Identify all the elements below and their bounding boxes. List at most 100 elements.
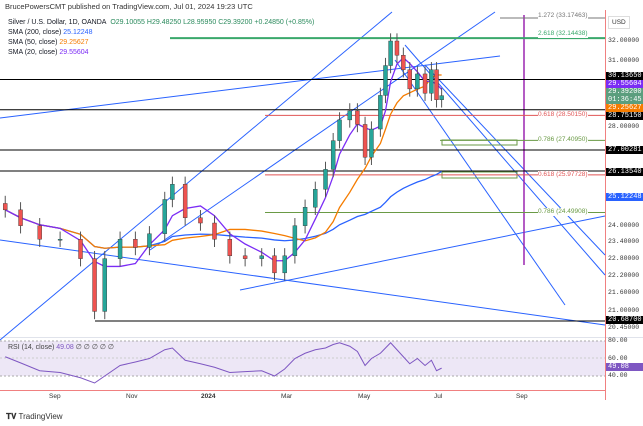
candle: [182, 184, 188, 218]
price-tag: 29.25627: [606, 104, 643, 112]
price-tag: 29.55604: [606, 80, 643, 88]
candle: [422, 73, 428, 94]
brand-name: TradingView: [18, 412, 63, 421]
sma50-line: [4, 74, 442, 249]
time-tick: Nov: [126, 393, 138, 400]
fib-label: 0.786 (24.49908): [538, 208, 588, 217]
ohlc-low: L28.95950: [183, 19, 217, 26]
price-tag-value: 25.12248: [608, 193, 642, 201]
price-tag-value: 27.00281: [608, 146, 642, 154]
falling-line-c[interactable]: [424, 64, 606, 256]
price-tag-value: 29.39200: [608, 88, 642, 96]
candle: [383, 65, 388, 96]
candle: [198, 217, 203, 224]
price-tag-value: 29.55604: [608, 80, 642, 88]
time-tick: Sep: [516, 393, 528, 400]
price-tick: 32.00000: [608, 37, 640, 44]
price-tag-value: 29.25627: [608, 104, 642, 112]
candle: [117, 239, 123, 259]
rsi-legend[interactable]: RSI (14, close) 49.08 ∅ ∅ ∅ ∅ ∅: [8, 343, 114, 351]
rsi-value: 49.08: [56, 344, 74, 351]
candle: [362, 124, 368, 158]
ohlc-close: C29.39200: [218, 19, 253, 26]
candle: [434, 69, 439, 100]
sma20-legend[interactable]: SMA (20, close) 29.55604: [8, 48, 314, 58]
candle: [415, 73, 420, 90]
candle: [170, 184, 175, 200]
sma200-legend[interactable]: SMA (200, close) 25.12248: [8, 28, 314, 38]
currency-selector[interactable]: USD: [608, 16, 630, 29]
rsi-tick: 40.00: [608, 372, 628, 379]
candle: [355, 110, 360, 125]
candle: [369, 128, 374, 158]
price-tag-value: 20.68700: [608, 316, 642, 324]
candle: [439, 95, 444, 100]
rising-line-long[interactable]: [0, 55, 501, 119]
candle: [378, 95, 383, 130]
price-tick: 21.60000: [608, 289, 640, 297]
symbol-row[interactable]: Silver / U.S. Dollar, 1D, OANDA O29.1005…: [8, 18, 314, 28]
sma50-value: 29.25627: [59, 39, 89, 46]
time-tick: 2024: [201, 393, 216, 400]
sma50-legend[interactable]: SMA (50, close) 29.25627: [8, 38, 314, 48]
falling-line-a[interactable]: [394, 59, 566, 306]
rsi-tick: 60.00: [608, 354, 628, 362]
price-tag: 49.08: [606, 363, 643, 371]
rising-support-line[interactable]: [239, 215, 606, 291]
sma50-label: SMA (50, close): [8, 39, 58, 46]
ohlc-open: O29.10055: [110, 19, 145, 26]
price-tick: 22.20000: [608, 271, 640, 279]
candle: [401, 54, 406, 70]
candle: [162, 199, 167, 234]
ohlc-high: H29.48250: [146, 19, 182, 26]
candle: [337, 119, 342, 141]
price-tick: 24.00000: [608, 221, 640, 229]
price-tag-value: 26.13540: [608, 168, 642, 176]
price-tag: 28.75150: [606, 112, 643, 120]
time-tick: Jul: [434, 393, 443, 400]
candle: [227, 239, 233, 257]
candle: [394, 40, 400, 56]
candle: [302, 207, 308, 226]
fib-label: 0.618 (28.50150): [538, 111, 588, 120]
sma200-label: SMA (200, close): [8, 29, 62, 36]
price-tick: 28.00000: [608, 122, 640, 130]
time-tick: Sep: [49, 393, 61, 400]
bar-countdown: 01:36:45: [608, 96, 642, 104]
price-tag: 20.68700: [606, 316, 643, 324]
price-tick: 21.00000: [608, 307, 640, 315]
candle: [18, 209, 23, 226]
tradingview-logo[interactable]: 𝐓𝐕 TradingView: [6, 412, 63, 421]
candle: [37, 225, 42, 240]
price-tag-value: 49.08: [608, 363, 630, 371]
candle: [313, 189, 318, 208]
price-tag-value: 30.13650: [608, 72, 642, 80]
chart-legend: Silver / U.S. Dollar, 1D, OANDA O29.1005…: [8, 18, 314, 58]
rsi-extra: ∅ ∅ ∅ ∅ ∅: [75, 344, 115, 351]
price-tick: 31.00000: [608, 57, 640, 65]
candle: [102, 258, 107, 312]
channel-line-lower[interactable]: [0, 11, 393, 341]
price-tick: 20.45000: [608, 324, 640, 332]
price-tag: 25.12248: [606, 193, 643, 201]
candle: [242, 255, 248, 259]
price-tag: 29.39200 01:36:45: [606, 88, 643, 104]
candle: [407, 69, 412, 90]
price-tag-value: 28.75150: [608, 112, 642, 120]
sma20-value: 29.55604: [59, 49, 89, 56]
candle: [292, 225, 298, 257]
price-tick: 22.80000: [608, 254, 640, 262]
trendlines[interactable]: [0, 11, 606, 341]
candle: [3, 203, 8, 211]
candle: [57, 239, 63, 241]
fib-label: 0.618 (25.97728): [538, 170, 588, 179]
price-tag: 27.00281: [606, 146, 643, 154]
candle: [212, 222, 217, 240]
candle: [133, 239, 138, 248]
candle: [147, 233, 152, 248]
falling-support-line[interactable]: [0, 239, 606, 326]
candle: [78, 239, 83, 259]
candle: [259, 255, 264, 259]
candle: [92, 258, 97, 312]
